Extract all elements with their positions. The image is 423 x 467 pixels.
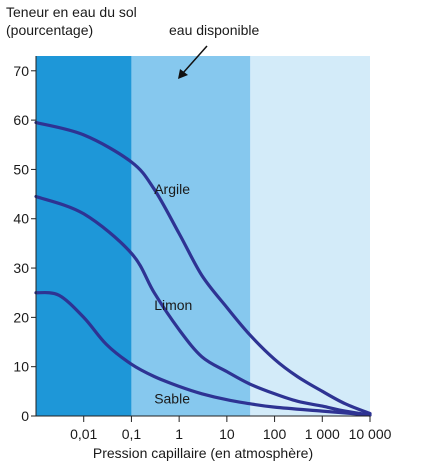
annotation-arrow xyxy=(178,45,208,79)
curve-sable xyxy=(34,290,372,417)
y-tick-label: 60 xyxy=(13,112,29,128)
x-tick-label: 100 xyxy=(263,426,287,442)
series-label-limon: Limon xyxy=(154,297,192,313)
x-tick-label: 10 xyxy=(219,426,235,442)
series-label-sable: Sable xyxy=(154,391,190,407)
y-tick-label: 30 xyxy=(13,260,29,276)
x-tick-label: 1 000 xyxy=(305,426,340,442)
x-tick-label: 10 000 xyxy=(349,426,392,442)
y-tick-label: 20 xyxy=(13,309,29,325)
y-tick-label: 50 xyxy=(13,161,29,177)
y-tick-label: 10 xyxy=(13,359,29,375)
band-3 xyxy=(250,56,370,416)
x-tick-label: 0,01 xyxy=(70,426,97,442)
band-1 xyxy=(36,56,132,416)
y-tick-label: 0 xyxy=(21,408,29,424)
annotation-eau-disponible: eau disponible xyxy=(169,22,260,38)
y-axis-ticks: 0 10 20 30 40 50 60 70 xyxy=(13,63,36,424)
curve-labels: Argile Limon Sable xyxy=(154,181,192,407)
series-label-argile: Argile xyxy=(154,181,190,197)
y-tick-label: 70 xyxy=(13,63,29,79)
x-tick-label: 1 xyxy=(175,426,183,442)
x-axis-title: Pression capillaire (en atmosphère) xyxy=(93,445,313,461)
y-axis-title-line-2: (pourcentage) xyxy=(6,22,93,38)
x-axis-ticks: 0,01 0,1 1 10 100 1 000 10 000 xyxy=(70,416,392,442)
pressure-bands xyxy=(36,56,370,416)
y-tick-label: 40 xyxy=(13,211,29,227)
curve-limon xyxy=(34,194,372,417)
band-2 xyxy=(131,56,251,416)
x-tick-label: 0,1 xyxy=(122,426,142,442)
curve-argile xyxy=(34,121,372,416)
axes xyxy=(35,56,370,417)
y-axis-title-line-1: Teneur en eau du sol xyxy=(6,4,137,20)
retention-curves xyxy=(34,121,372,417)
